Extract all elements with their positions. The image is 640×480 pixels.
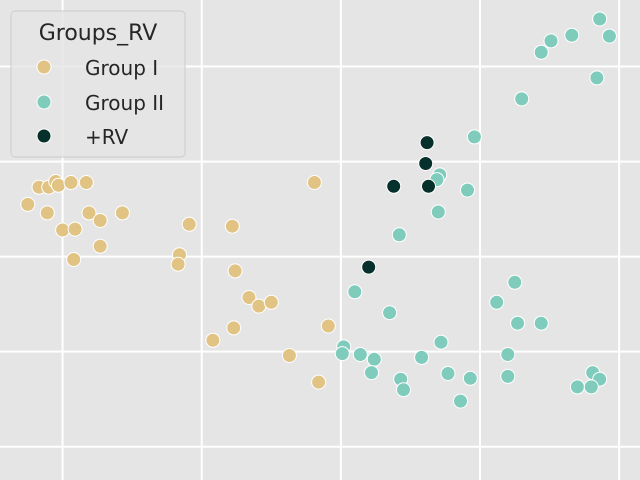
data-point-series-0 [311,374,327,390]
data-point-series-1 [583,379,599,395]
data-point-series-1 [334,346,350,362]
data-point-series-0 [55,222,71,238]
data-point-series-0 [226,320,242,336]
data-point-series-2 [421,178,436,194]
legend-marker-group-ii [36,94,52,110]
data-point-series-1 [500,347,516,362]
data-point-series-1 [382,305,398,321]
data-point-series-0 [63,175,79,190]
data-point-series-1 [460,182,475,198]
data-point-series-0 [205,332,221,348]
data-point-series-0 [306,175,322,190]
data-point-series-1 [564,27,580,43]
data-point-series-0 [50,177,66,193]
data-point-series-1 [440,366,456,381]
data-point-series-1 [396,382,411,398]
data-point-series-1 [433,334,449,350]
data-point-series-1 [543,33,559,49]
data-point-series-1 [364,365,379,381]
data-point-series-0 [114,205,130,221]
data-point-series-2 [361,259,377,275]
data-point-series-0 [78,175,94,190]
data-point-series-0 [39,205,55,221]
data-point-series-0 [263,294,279,310]
data-point-series-1 [462,370,478,386]
data-point-series-0 [227,263,243,279]
data-point-series-0 [81,205,97,221]
data-point-series-2 [386,178,402,194]
data-point-series-1 [533,44,549,60]
data-point-series-1 [533,315,549,331]
legend: Groups_RV Group I Group II +RV [10,10,186,158]
data-point-series-1 [514,91,530,107]
data-point-series-0 [67,221,83,237]
data-point-series-1 [347,284,363,300]
data-point-series-1 [507,274,523,290]
data-point-series-1 [569,379,585,395]
data-point-series-1 [366,351,382,367]
data-point-series-1 [391,227,407,243]
data-point-series-1 [500,368,516,384]
data-point-series-1 [592,11,608,27]
data-point-series-1 [489,294,505,310]
data-point-series-1 [430,204,446,220]
data-point-series-0 [241,290,257,305]
data-point-series-0 [92,238,108,254]
data-point-series-1 [589,70,605,86]
data-point-series-0 [224,218,240,234]
data-point-series-0 [20,196,36,212]
data-point-series-0 [181,216,197,232]
data-point-series-0 [170,256,186,272]
legend-label-rv: +RV [85,125,129,149]
data-point-series-0 [92,213,108,228]
data-points [20,11,617,409]
data-point-series-1 [414,349,430,365]
legend-marker-rv [36,128,52,144]
data-point-series-1 [601,28,617,44]
data-point-series-1 [510,315,526,331]
data-point-series-1 [466,129,482,145]
data-point-series-0 [66,252,82,267]
data-point-series-2 [419,135,435,151]
data-point-series-1 [453,393,468,409]
data-point-series-2 [418,156,434,171]
legend-label-group-i: Group I [85,56,158,80]
legend-label-group-ii: Group II [85,91,164,115]
data-point-series-0 [251,298,267,314]
data-point-series-1 [352,347,368,362]
legend-marker-group-i [36,59,52,75]
data-point-series-0 [320,318,336,334]
legend-frame [10,10,186,158]
data-point-series-0 [281,348,297,363]
legend-title: Groups_RV [39,21,158,46]
